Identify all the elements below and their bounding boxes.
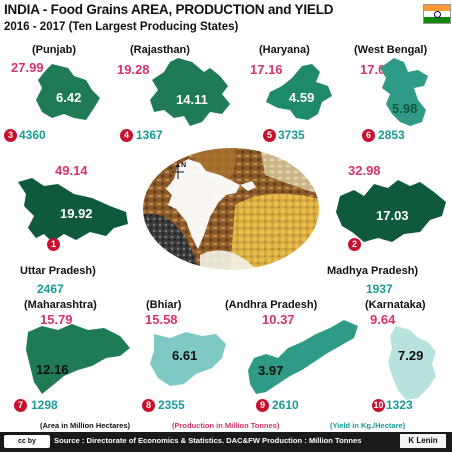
yield-value-maharashtra: 1298 (31, 398, 58, 412)
yield-value-rajasthan: 1367 (136, 128, 163, 142)
footer-bar (0, 432, 452, 452)
rank-badge-uttar-pradesh: 1 (47, 238, 60, 251)
production-value-rajasthan: 14.11 (176, 92, 208, 107)
state-name-haryana: (Haryana) (259, 44, 310, 56)
area-value-rajasthan: 19.28 (117, 62, 150, 77)
production-value-west-bengal: 5.98 (392, 101, 418, 116)
rank-badge-bihar: 8 (142, 399, 155, 412)
area-value-madhya-pradesh: 32.98 (348, 163, 381, 178)
state-name-karnataka: (Karnataka) (365, 299, 426, 311)
rank-badge-haryana: 5 (263, 129, 276, 142)
production-value-karnataka: 7.29 (398, 348, 424, 363)
production-value-maharashtra: 12.16 (36, 362, 69, 377)
area-value-punjab: 27.99 (11, 60, 44, 75)
india-flag-icon (423, 4, 451, 24)
rank-badge-west-bengal: 6 (362, 129, 375, 142)
compass-icon (172, 163, 184, 179)
footer-source: Source : Directorate of Economics & Stat… (54, 436, 362, 445)
compass-label: N (181, 162, 186, 169)
area-value-bihar: 15.58 (145, 312, 178, 327)
legend-yield: (Yield in Kg./Hectare) (330, 421, 406, 430)
maharashtra-map-shape (26, 324, 130, 394)
rank-badge-maharashtra: 7 (14, 399, 27, 412)
yield-value-madhya-pradesh: 1937 (366, 282, 393, 296)
production-value-haryana: 4.59 (289, 90, 315, 105)
yield-value-andhra-pradesh: 2610 (272, 398, 299, 412)
yield-value-west-bengal: 2853 (378, 128, 405, 142)
uttar-pradesh-map-shape (18, 178, 128, 242)
state-name-punjab: (Punjab) (32, 44, 76, 56)
state-name-rajasthan: (Rajasthan) (130, 44, 190, 56)
yield-value-punjab: 4360 (19, 128, 46, 142)
state-name-maharashtra: (Maharashtra) (24, 299, 97, 311)
punjab-map-shape (36, 64, 100, 120)
rank-badge-karnataka: 10 (372, 399, 385, 412)
area-value-maharashtra: 15.79 (40, 312, 73, 327)
india-silhouette-icon (166, 159, 240, 249)
legend-area: (Area in Million Hectares) (40, 421, 131, 430)
state-name-andhra-pradesh: (Andhra Pradesh) (225, 299, 318, 311)
production-value-uttar-pradesh: 19.92 (60, 206, 93, 221)
footer-author: K Lenin (400, 434, 446, 448)
area-value-uttar-pradesh: 49.14 (55, 163, 88, 178)
yield-value-bihar: 2355 (158, 398, 185, 412)
production-value-andhra-pradesh: 3.97 (258, 363, 284, 378)
rank-badge-punjab: 3 (4, 129, 17, 142)
state-name-uttar-pradesh: Uttar Pradesh) (20, 265, 96, 277)
yield-value-uttar-pradesh: 2467 (37, 282, 64, 296)
rajasthan-map-shape (150, 58, 230, 126)
yield-value-haryana: 3735 (278, 128, 305, 142)
area-value-andhra-pradesh: 10.37 (262, 312, 295, 327)
production-value-madhya-pradesh: 17.03 (376, 208, 409, 223)
rank-badge-rajasthan: 4 (120, 129, 133, 142)
creative-commons-badge: cc by (4, 435, 50, 448)
page-subtitle: 2016 - 2017 (Ten Largest Producing State… (4, 21, 239, 33)
legend-production: (Production in Million Tonnes) (172, 421, 280, 430)
state-name-west-bengal: (West Bengal) (354, 44, 428, 56)
bihar-map-shape (150, 332, 226, 386)
andhra-pradesh-map-shape (248, 320, 358, 394)
state-name-madhya-pradesh: Madhya Pradesh) (327, 265, 419, 277)
yield-value-karnataka: 1323 (386, 398, 413, 412)
haryana-map-shape (266, 64, 332, 120)
west-bengal-map-shape (380, 58, 428, 126)
madhya-pradesh-map-shape (336, 180, 446, 242)
state-name-bihar: (Bhiar) (146, 299, 182, 311)
production-value-bihar: 6.61 (172, 348, 198, 363)
grain-collage-illustration: N (141, 146, 321, 272)
karnataka-map-shape (388, 326, 436, 400)
rank-badge-madhya-pradesh: 2 (348, 238, 361, 251)
rank-badge-andhra-pradesh: 9 (256, 399, 269, 412)
page-title: INDIA - Food Grains AREA, PRODUCTION and… (4, 2, 334, 17)
area-value-karnataka: 9.64 (370, 312, 396, 327)
area-value-haryana: 17.16 (250, 62, 283, 77)
production-value-punjab: 6.42 (56, 90, 82, 105)
